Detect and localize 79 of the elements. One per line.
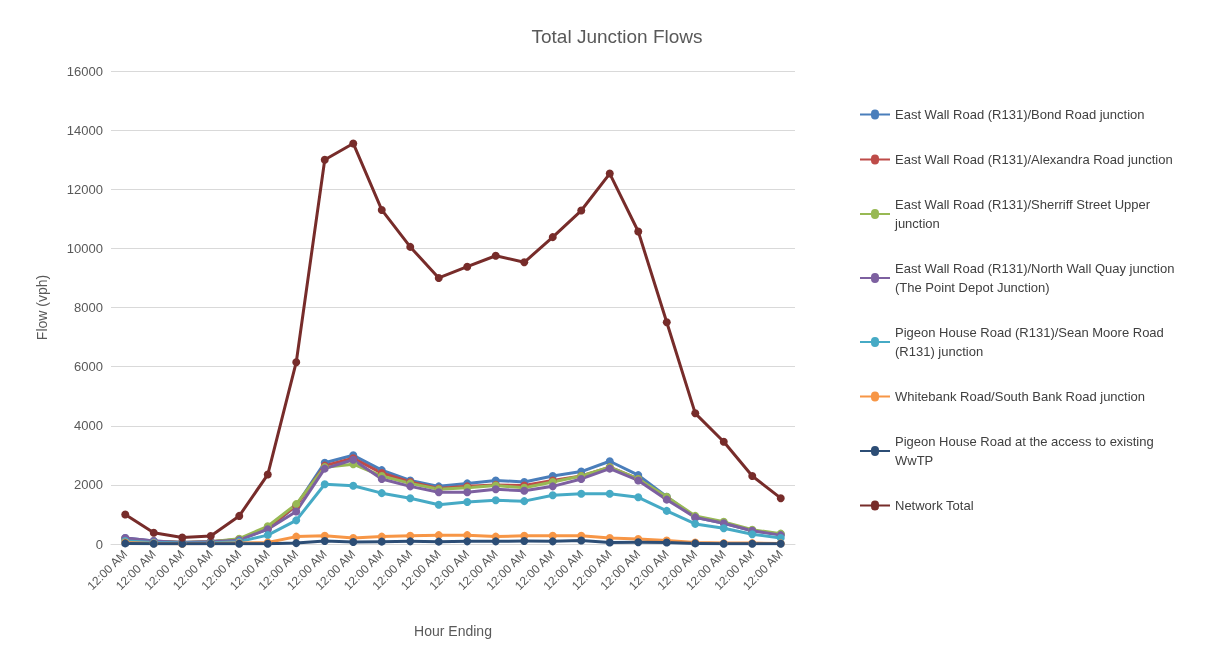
point — [434, 531, 443, 540]
point — [263, 470, 272, 479]
point — [377, 537, 386, 546]
point — [292, 507, 301, 516]
point — [577, 206, 586, 215]
point — [263, 531, 272, 540]
point — [719, 437, 728, 446]
point — [463, 262, 472, 271]
point — [520, 537, 529, 546]
point — [121, 510, 130, 519]
legend-label: Network Total — [895, 498, 974, 513]
point — [520, 497, 529, 506]
point — [748, 472, 757, 480]
point — [292, 358, 301, 367]
point — [206, 532, 215, 541]
point — [292, 516, 301, 525]
point — [463, 537, 472, 546]
y-tick-label: 14000 — [66, 122, 103, 138]
legend-label: East Wall Road (R131)/Bond Road junction — [895, 107, 1145, 122]
point — [320, 480, 329, 489]
point — [634, 538, 643, 547]
point — [577, 536, 586, 545]
y-tick-label: 2000 — [74, 477, 103, 493]
chart-title: Total Junction Flows — [531, 26, 703, 47]
point — [406, 494, 415, 503]
point — [748, 530, 757, 539]
point — [377, 205, 386, 214]
point — [634, 493, 643, 502]
point — [377, 489, 386, 498]
point — [577, 489, 586, 498]
point — [634, 227, 643, 236]
y-axis-title: Flow (vph) — [34, 274, 50, 341]
point — [292, 539, 301, 548]
point — [491, 537, 500, 546]
y-tick-label: 6000 — [74, 359, 103, 375]
point — [434, 273, 443, 282]
point — [719, 524, 728, 533]
point — [548, 482, 557, 491]
point — [691, 519, 700, 528]
legend-label: Whitebank Road/South Bank Road junction — [895, 389, 1146, 404]
legend-label: Pigeon House Road at the access to existing WwTP — [895, 434, 1158, 468]
legend-label: East Wall Road (R131)/Alexandra Road junction — [895, 152, 1173, 167]
legend-label: Pigeon House Road (R131)/Sean Moore Road (R131) junction — [895, 325, 1168, 359]
y-tick-label: 12000 — [66, 181, 103, 197]
point — [605, 489, 614, 498]
point — [691, 409, 700, 418]
point — [349, 481, 358, 490]
point — [491, 496, 500, 505]
point — [776, 494, 785, 503]
point — [463, 498, 472, 507]
point — [605, 169, 614, 178]
y-tick-label: 0 — [95, 536, 103, 552]
point — [548, 537, 557, 546]
legend-label: East Wall Road (R131)/Sherriff Street Upper junction — [894, 197, 1154, 231]
point — [320, 155, 329, 164]
point — [434, 500, 443, 509]
y-tick-label: 16000 — [66, 63, 103, 79]
point — [406, 537, 415, 546]
point — [178, 533, 187, 542]
point — [235, 511, 244, 520]
point — [662, 318, 671, 327]
point — [491, 485, 500, 494]
point — [349, 139, 358, 148]
point — [406, 242, 415, 251]
point — [434, 537, 443, 546]
point — [491, 251, 500, 260]
point — [605, 538, 614, 547]
point — [520, 258, 529, 267]
y-tick-label: 8000 — [74, 300, 103, 315]
y-tick-label: 4000 — [74, 418, 103, 434]
point — [548, 491, 557, 500]
point — [548, 233, 557, 242]
x-axis-title: Hour Ending — [414, 623, 492, 639]
y-tick-label: 10000 — [66, 240, 103, 256]
point — [149, 528, 158, 537]
point — [463, 488, 472, 497]
point — [320, 537, 329, 546]
legend-label: East Wall Road (R131)/North Wall Quay junction (The Point Depot Junction) — [895, 261, 1178, 295]
point — [662, 506, 671, 515]
